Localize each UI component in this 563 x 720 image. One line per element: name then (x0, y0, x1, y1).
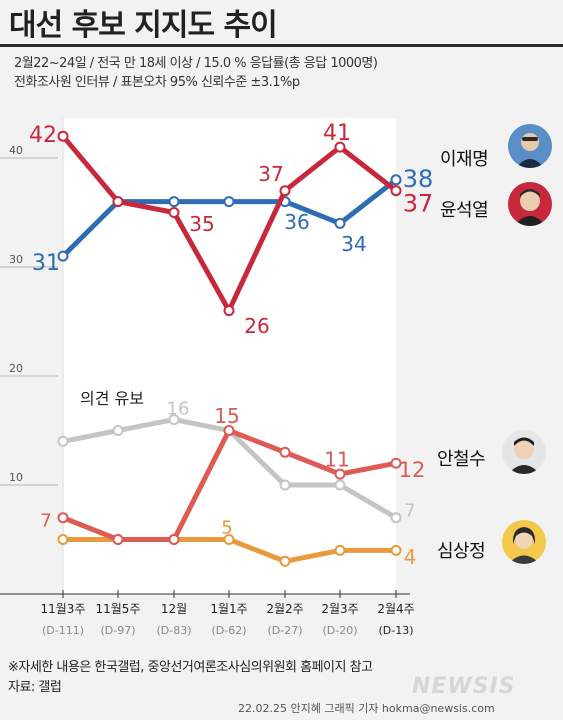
survey-info-line1: 2월22~24일 / 전국 만 18세 이상 / 15.0 % 응답률(총 응답… (14, 56, 378, 71)
data-label: 5 (221, 518, 232, 539)
data-point (334, 217, 346, 229)
data-label: 15 (214, 404, 239, 428)
footnote: ※자세한 내용은 한국갤럽, 중앙선거여론조사심의위원회 홈페이지 참고 (8, 660, 373, 675)
source: 자료: 갤럽 (8, 680, 62, 695)
data-label: 11 (324, 448, 349, 472)
data-point (390, 457, 402, 469)
yoon-portrait-icon (508, 182, 552, 226)
x-tick-label: 2월4주 (377, 602, 414, 616)
data-label: 42 (29, 123, 57, 148)
data-point (57, 250, 69, 262)
data-point (223, 534, 235, 545)
data-label: 12 (399, 458, 426, 482)
data-label: 37 (258, 162, 283, 186)
data-label: 31 (32, 251, 60, 276)
data-point (168, 534, 180, 545)
data-point (112, 534, 124, 545)
x-tick-dday: (D-111) (42, 624, 84, 637)
x-tick-dday: (D-27) (267, 624, 302, 637)
data-point (57, 512, 69, 524)
x-tick-dday: (D-97) (100, 624, 135, 637)
data-label: 4 (404, 545, 417, 569)
title-divider (0, 44, 563, 47)
data-label: 37 (403, 190, 434, 218)
data-point (168, 414, 180, 426)
x-tick-label: 11월3주 (41, 602, 86, 616)
data-label: 36 (284, 210, 309, 234)
x-tick-label: 1월1주 (210, 602, 247, 616)
x-tick-label: 11월5주 (96, 602, 141, 616)
x-tick-dday: (D-13) (378, 624, 413, 637)
x-tick-label: 2월3주 (321, 602, 358, 616)
ahn-portrait-icon (502, 430, 546, 474)
data-label: 35 (189, 212, 214, 236)
legend-lee-name: 이재명 (440, 149, 489, 170)
data-point (334, 141, 346, 153)
data-point (223, 305, 235, 317)
legend-yoon-name: 윤석열 (440, 200, 489, 221)
data-point (223, 196, 235, 208)
data-point (334, 544, 346, 556)
data-point (390, 185, 402, 197)
data-point (57, 534, 69, 545)
data-label: 16 (167, 399, 190, 420)
data-point (279, 555, 291, 567)
data-point (279, 479, 291, 491)
y-tick-10: 10 (9, 471, 23, 484)
data-point (279, 185, 291, 197)
data-label: 34 (341, 232, 366, 256)
x-tick-label: 12월 (161, 602, 187, 616)
newsis-logo: NEWSIS (412, 674, 516, 699)
data-label: 7 (40, 511, 51, 532)
data-point (168, 196, 180, 208)
y-tick-20: 20 (9, 362, 23, 375)
data-point (390, 512, 402, 524)
x-tick-label: 2월2주 (266, 602, 303, 616)
x-tick-dday: (D-83) (156, 624, 191, 637)
data-point (279, 446, 291, 458)
survey-info-line2: 전화조사원 인터뷰 / 표본오차 95% 신뢰수준 ±3.1%p (14, 75, 300, 90)
x-tick-dday: (D-20) (322, 624, 357, 637)
x-tick-dday: (D-62) (211, 624, 246, 637)
y-tick-40: 40 (9, 144, 23, 157)
data-point (334, 479, 346, 491)
data-point (168, 207, 180, 218)
data-point (223, 425, 235, 436)
legend-sim-name: 심상정 (437, 541, 486, 562)
credit-line: 22.02.25 안지혜 그래픽 기자 hokma@newsis.com (238, 702, 495, 715)
legend-ahn-name: 안철수 (437, 449, 486, 470)
data-point (57, 130, 69, 142)
data-point (390, 544, 402, 556)
y-tick-30: 30 (9, 253, 23, 266)
page-title: 대선 후보 지지도 추이 (9, 8, 278, 43)
data-label: 7 (404, 501, 415, 522)
lee-portrait-icon (508, 124, 552, 168)
data-point (334, 468, 346, 480)
data-point (112, 425, 124, 436)
sim-portrait-icon (502, 520, 546, 564)
data-label: 26 (244, 314, 269, 338)
data-point (390, 174, 402, 186)
data-point (112, 196, 124, 208)
data-label: 38 (403, 165, 434, 193)
undecided-series-label: 의견 유보 (80, 389, 144, 408)
data-point (57, 435, 69, 447)
data-label: 41 (323, 121, 351, 146)
